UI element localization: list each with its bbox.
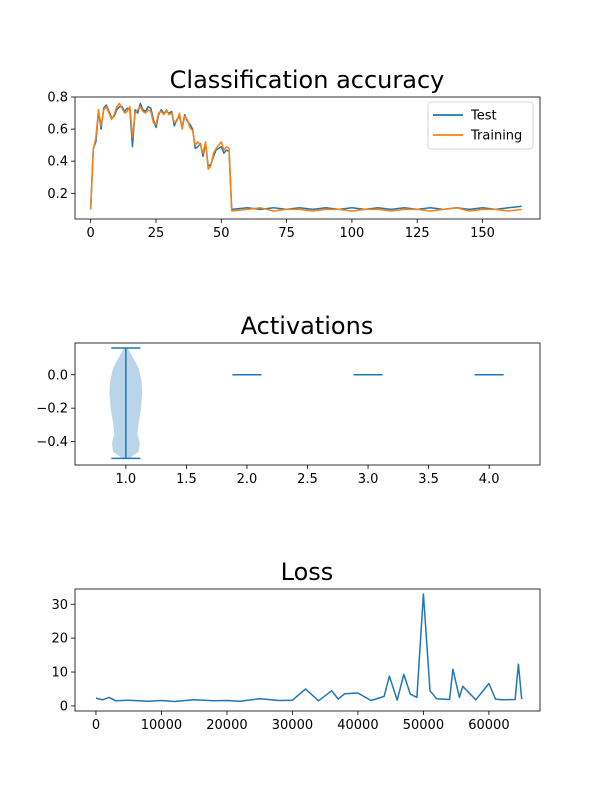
y-tick-label: −0.2 (36, 402, 68, 417)
x-tick-label: 25 (148, 226, 165, 241)
legend: Test Training (427, 101, 534, 150)
x-tick-label: 3.5 (418, 472, 439, 487)
y-tick-label: 10 (51, 666, 68, 681)
series-line-training (89, 102, 522, 212)
x-tick-label: 2.5 (297, 472, 318, 487)
y-tick-label: 0.4 (47, 155, 68, 170)
x-tick-label: 0 (92, 718, 100, 733)
x-tick-label: 10000 (141, 718, 182, 733)
legend-frame (427, 101, 534, 150)
x-tick-label: 30000 (272, 718, 313, 733)
loss-chart: Loss 0 10000 20000 30000 40000 50000 60000 0 10 2… (51, 558, 541, 733)
axes-frame (74, 96, 541, 220)
legend-label: Training (470, 129, 522, 144)
y-tick-label: 0 (60, 699, 68, 714)
chart-title: Activations (241, 312, 374, 340)
y-tick-label: 30 (51, 598, 68, 613)
y-tick-label: 0.2 (47, 187, 68, 202)
chart-title: Classification accuracy (170, 66, 445, 94)
x-tick-label: 0 (87, 226, 95, 241)
x-tick-label: 2.0 (237, 472, 258, 487)
x-tick-label: 50000 (403, 718, 444, 733)
x-tick-label: 150 (470, 226, 495, 241)
x-tick-label: 100 (339, 226, 364, 241)
x-tick-label: 1.0 (116, 472, 137, 487)
series-line-loss (95, 593, 523, 703)
axes-frame (74, 588, 541, 712)
x-tick-label: 20000 (206, 718, 247, 733)
y-tick-label: 0.0 (47, 368, 68, 383)
x-tick-label: 125 (405, 226, 430, 241)
chart-title: Loss (281, 558, 334, 586)
legend-label: Test (470, 109, 497, 124)
x-tick-label: 1.5 (176, 472, 197, 487)
y-tick-label: 0.6 (47, 123, 68, 138)
accuracy-chart: Classification accuracy 0 25 50 75 100 125 150… (47, 66, 541, 241)
violin-1 (109, 347, 143, 460)
y-tick-label: 20 (51, 632, 68, 647)
y-tick-label: 0.8 (47, 91, 68, 106)
activations-chart: Activations 1.0 1.5 2.0 2.5 3.0 3.5 4.0 0.0 −0.2… (36, 312, 541, 487)
x-tick-label: 3.0 (358, 472, 379, 487)
x-tick-label: 50 (213, 226, 230, 241)
x-tick-label: 4.0 (479, 472, 500, 487)
x-tick-label: 40000 (337, 718, 378, 733)
y-tick-label: −0.4 (36, 435, 68, 450)
axes-frame (74, 342, 541, 466)
x-tick-label: 75 (278, 226, 295, 241)
x-tick-label: 60000 (468, 718, 509, 733)
series-line-test (89, 102, 522, 211)
